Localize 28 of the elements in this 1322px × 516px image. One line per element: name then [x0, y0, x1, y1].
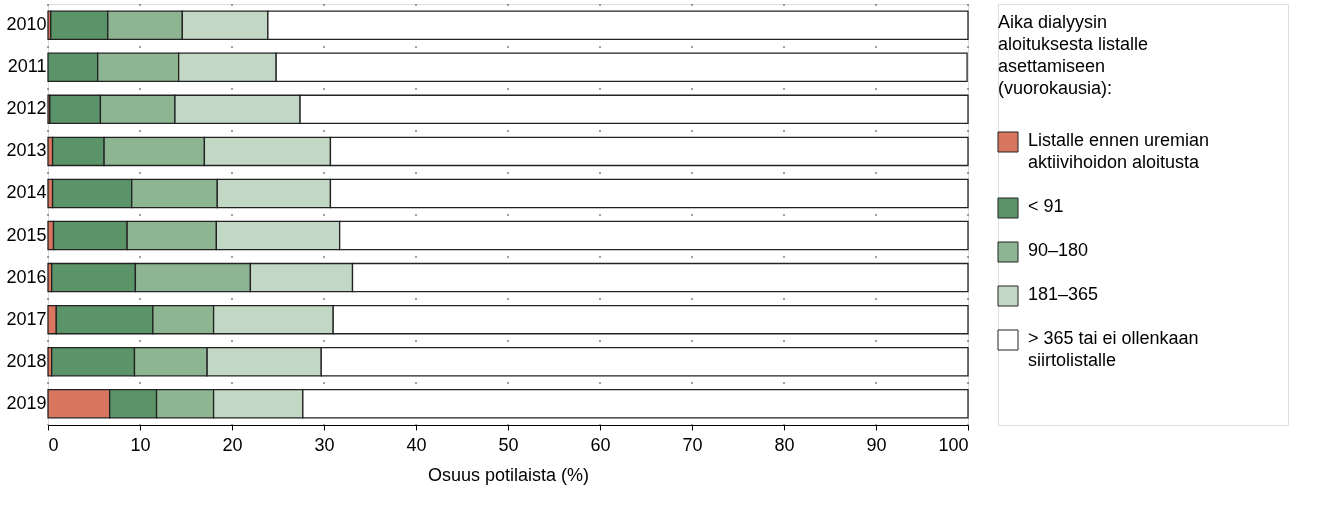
y-tick-label: 2018: [6, 350, 47, 371]
x-tick-label: 50: [498, 434, 519, 455]
legend-label: < 91: [1028, 196, 1064, 216]
y-tick-label: 2015: [6, 224, 47, 245]
y-tick-label: 2013: [6, 140, 47, 161]
x-axis-title: Osuus potilaista (%): [427, 464, 590, 485]
y-tick-label: 2012: [6, 98, 47, 119]
x-tick-label: 90: [866, 434, 887, 455]
x-tick-label: 70: [682, 434, 703, 455]
legend-label: Listalle ennen uremian aktiivihoidon aloitusta: [1028, 130, 1210, 172]
y-tick-label: 2017: [6, 308, 47, 329]
x-tick-label: 0: [48, 434, 59, 455]
x-tick-label: 30: [314, 434, 335, 455]
x-tick-label: 80: [774, 434, 795, 455]
legend-label: 90–180: [1028, 240, 1089, 260]
y-tick-label: 2014: [6, 182, 47, 203]
x-tick-label: 20: [222, 434, 243, 455]
y-tick-label: 2010: [6, 14, 47, 35]
legend-label: 181–365: [1028, 284, 1099, 304]
y-tick-label: 2019: [6, 392, 47, 413]
x-tick-label: 40: [406, 434, 427, 455]
x-tick-label: 100: [938, 434, 969, 455]
legend-title: Aika dialyysin aloituksesta listalle asettamiseen (vuorokausia):: [998, 12, 1149, 98]
y-tick-label: 2016: [6, 266, 47, 287]
x-tick-label: 10: [130, 434, 151, 455]
legend-label: > 365 tai ei ollenkaan siirtolistalle: [1028, 328, 1199, 370]
x-tick-label: 60: [590, 434, 611, 455]
y-tick-label: 2011: [7, 56, 47, 77]
